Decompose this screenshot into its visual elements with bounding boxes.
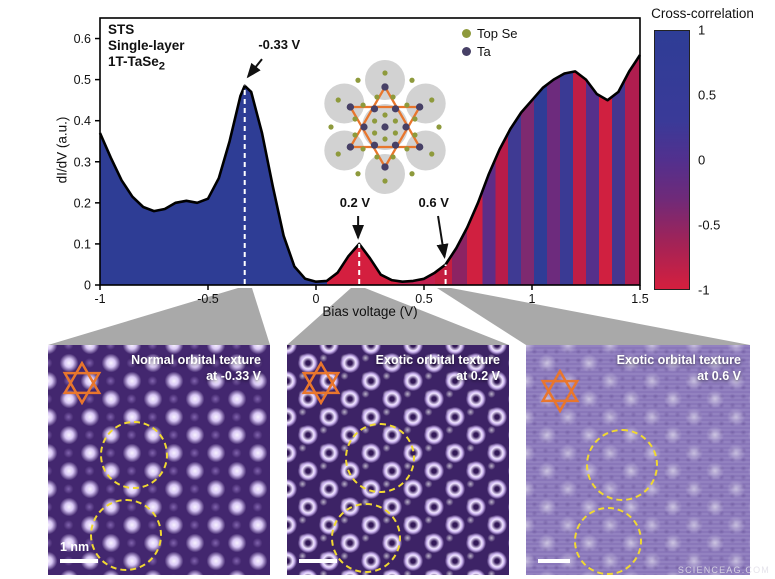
stm-image-exotic-texture-06v: Exotic orbital texture at 0.6 V <box>526 345 750 575</box>
connector-right <box>437 288 750 345</box>
svg-text:0.4: 0.4 <box>74 114 91 128</box>
colorbar-title: Cross-correlation <box>651 6 754 21</box>
atom-legend: Top Se Ta <box>462 24 517 60</box>
title-line-1: STS <box>108 22 135 37</box>
svg-text:0.5: 0.5 <box>74 73 91 87</box>
svg-text:-0.5: -0.5 <box>197 292 219 306</box>
connector-wedges <box>48 288 750 345</box>
scale-bar <box>60 558 98 563</box>
panel-title: Normal orbital texture at -0.33 V <box>131 353 261 384</box>
legend-label-ta: Ta <box>477 43 491 59</box>
legend-label-top-se: Top Se <box>477 25 518 41</box>
colorbar-tick: 1 <box>698 22 706 38</box>
legend-row-se: Top Se <box>462 24 517 42</box>
legend-row-ta: Ta <box>462 42 517 60</box>
colorbar-tick: 0.5 <box>698 87 717 103</box>
ta-atom-dot-icon <box>462 46 471 56</box>
peak-annotations: -0.33 V 0.2 V 0.6 V <box>246 37 450 260</box>
svg-text:-1: -1 <box>94 292 105 306</box>
panel-title: Exotic orbital texture at 0.6 V <box>616 353 741 384</box>
svg-text:0.3: 0.3 <box>74 155 91 169</box>
dashed-circle-highlight <box>90 499 162 571</box>
se-atom-dot-icon <box>462 28 471 38</box>
svg-text:0.1: 0.1 <box>74 237 91 251</box>
stm-image-exotic-texture-02v: Exotic orbital texture at 0.2 V <box>287 345 509 575</box>
svg-text:0.2: 0.2 <box>74 196 91 210</box>
colorbar-tick: 0 <box>698 152 706 168</box>
stm-image-normal-texture: Normal orbital texture at -0.33 V 1 nm <box>48 345 270 575</box>
connector-left <box>48 288 270 345</box>
star-of-david-outline-icon <box>62 361 102 405</box>
svg-text:1.5: 1.5 <box>631 292 648 306</box>
panel-title: Exotic orbital texture at 0.2 V <box>375 353 500 384</box>
dashed-circle-highlight <box>345 423 415 493</box>
svg-text:-0.33 V: -0.33 V <box>258 37 300 52</box>
connector-middle <box>287 288 509 345</box>
svg-text:0: 0 <box>313 292 320 306</box>
svg-text:0.6 V: 0.6 V <box>419 195 450 210</box>
title-line-2: Single-layer <box>108 37 185 53</box>
spectrum-curve <box>98 54 642 285</box>
scale-bar <box>299 558 337 563</box>
scale-bar-label: 1 nm <box>60 540 90 554</box>
plot-axes: -1 -0.5 0 0.5 1 1.5 0 0.1 0.2 0.3 0.4 0.5 0.6 <box>74 17 649 306</box>
star-of-david-outline-icon <box>301 361 341 405</box>
colorbar-tick: -1 <box>698 282 710 298</box>
dashed-circle-highlight <box>100 421 168 489</box>
watermark: SCIENCEAG.COM <box>677 565 770 575</box>
dashed-circle-highlight <box>331 503 401 573</box>
dashed-circle-highlight <box>586 429 658 501</box>
colorbar-tick: -0.5 <box>698 217 721 233</box>
svg-text:1: 1 <box>529 292 536 306</box>
svg-text:0: 0 <box>84 279 91 293</box>
y-axis-label: dI/dV (a.u.) <box>54 116 70 184</box>
star-of-david-outline-icon <box>540 369 580 413</box>
scale-bar <box>538 558 570 563</box>
title-formula: 1T-TaSe2 <box>108 53 166 73</box>
x-axis-label: Bias voltage (V) <box>322 304 418 319</box>
svg-text:0.6: 0.6 <box>74 32 91 46</box>
plot-title: STS Single-layer 1T-TaSe2 <box>108 22 185 74</box>
svg-text:0.5: 0.5 <box>415 292 432 306</box>
colorbar-gradient <box>654 30 690 290</box>
dashed-circle-highlight <box>574 507 642 575</box>
colorbar-ticks: 1 0.5 0 -0.5 -1 <box>698 23 743 298</box>
crystal-structure-inset <box>324 60 446 194</box>
svg-text:0.2 V: 0.2 V <box>340 195 371 210</box>
